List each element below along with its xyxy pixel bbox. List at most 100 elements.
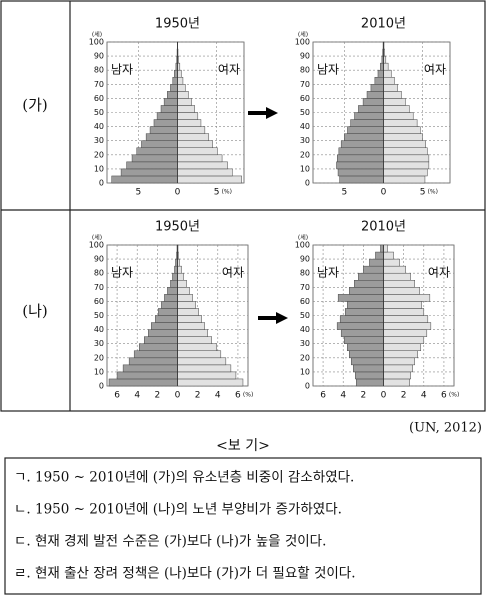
legend-label: 남자 xyxy=(111,266,133,280)
bogi-item: ㄴ. 1950 ~ 2010년에 (나)의 노년 부양비가 증가하였다. xyxy=(14,502,342,518)
bar xyxy=(155,315,178,323)
y-tick-label: 100 xyxy=(295,38,310,47)
bar xyxy=(383,105,410,113)
bar xyxy=(126,161,178,170)
bar xyxy=(377,69,384,78)
y-tick-label: 100 xyxy=(89,241,104,250)
bar xyxy=(383,62,389,71)
bar xyxy=(128,357,178,366)
bar xyxy=(172,272,178,281)
bar xyxy=(156,112,178,120)
bar xyxy=(120,168,178,177)
bar xyxy=(383,140,426,148)
y-tick-label: 80 xyxy=(300,269,310,278)
y-tick-label: 80 xyxy=(300,66,310,75)
legend-label: 남자 xyxy=(317,266,339,280)
bar xyxy=(177,301,196,309)
bar xyxy=(177,168,233,177)
bar xyxy=(347,126,384,134)
bar xyxy=(177,147,218,156)
y-tick-label: 0 xyxy=(305,382,310,391)
bar xyxy=(116,371,178,380)
bar xyxy=(383,336,425,344)
bar xyxy=(380,244,384,253)
chart-title: 1950년 xyxy=(155,17,200,32)
bar xyxy=(355,371,384,380)
bar xyxy=(383,77,395,85)
bar xyxy=(383,84,398,92)
y-tick-label: 50 xyxy=(94,311,104,320)
bar xyxy=(177,77,184,85)
y-tick-label: 20 xyxy=(94,353,104,362)
bar xyxy=(149,126,178,134)
bar xyxy=(344,308,384,316)
bogi-item: ㄱ. 1950 ~ 2010년에 (가)의 유소년층 비중이 감소하였다. xyxy=(14,470,354,486)
bar xyxy=(383,350,418,359)
bar xyxy=(358,272,384,281)
bar xyxy=(383,287,421,295)
y-tick-label: 90 xyxy=(300,52,310,61)
bar xyxy=(177,140,213,148)
y-tick-label: 80 xyxy=(94,66,104,75)
bar xyxy=(160,105,178,113)
y-tick-label: 30 xyxy=(300,136,310,145)
bar xyxy=(366,91,384,99)
y-tick-label: 40 xyxy=(94,325,104,334)
bar xyxy=(177,357,227,366)
question-table xyxy=(0,0,486,412)
bar xyxy=(151,322,178,330)
bar xyxy=(158,308,178,316)
bar xyxy=(339,175,384,184)
y-tick-label: 40 xyxy=(94,122,104,131)
bar xyxy=(374,77,384,85)
x-tick-label: 4 xyxy=(340,391,346,401)
x-tick-label: 0 xyxy=(381,391,387,401)
bar xyxy=(177,84,186,92)
bar xyxy=(177,112,199,120)
bar xyxy=(370,84,384,92)
bar xyxy=(177,378,244,387)
row-label: (나) xyxy=(22,302,48,320)
x-tick-label: 6 xyxy=(114,391,120,401)
bar xyxy=(167,287,178,295)
bar xyxy=(336,322,384,330)
x-tick-label: 0 xyxy=(175,391,181,401)
x-tick-label: 5 xyxy=(214,188,220,198)
legend-label: 남자 xyxy=(111,63,133,77)
y-tick-label: 30 xyxy=(94,136,104,145)
bar xyxy=(339,315,384,323)
row-label: (가) xyxy=(22,96,48,114)
y-tick-label: 60 xyxy=(300,297,310,306)
y-tick-label: 60 xyxy=(300,94,310,103)
bar xyxy=(383,133,423,141)
bar xyxy=(383,322,432,330)
x-unit: (%) xyxy=(222,189,232,196)
y-tick-label: 10 xyxy=(94,164,104,173)
y-tick-label: 70 xyxy=(300,80,310,89)
x-tick-label: 6 xyxy=(235,391,241,401)
bar xyxy=(336,161,384,170)
bar xyxy=(346,301,384,309)
bar xyxy=(340,329,384,337)
bar xyxy=(177,119,202,127)
x-tick-label: 4 xyxy=(215,391,221,401)
bar xyxy=(383,272,411,281)
bar xyxy=(153,119,178,127)
bar xyxy=(170,84,178,92)
bar xyxy=(383,91,402,99)
bar xyxy=(177,350,222,359)
y-tick-label: 0 xyxy=(99,179,104,188)
bar xyxy=(145,133,178,141)
bar xyxy=(383,175,426,184)
y-tick-label: 60 xyxy=(94,94,104,103)
bogi-item: ㄷ. 현재 경제 발전 수준은 (가)보다 (나)가 높을 것이다. xyxy=(14,534,326,550)
bar xyxy=(177,308,199,316)
bar xyxy=(138,343,178,352)
x-tick-label: 2 xyxy=(154,391,160,401)
bar xyxy=(177,272,184,281)
y-tick-label: 70 xyxy=(94,283,104,292)
y-tick-label: 10 xyxy=(94,367,104,376)
